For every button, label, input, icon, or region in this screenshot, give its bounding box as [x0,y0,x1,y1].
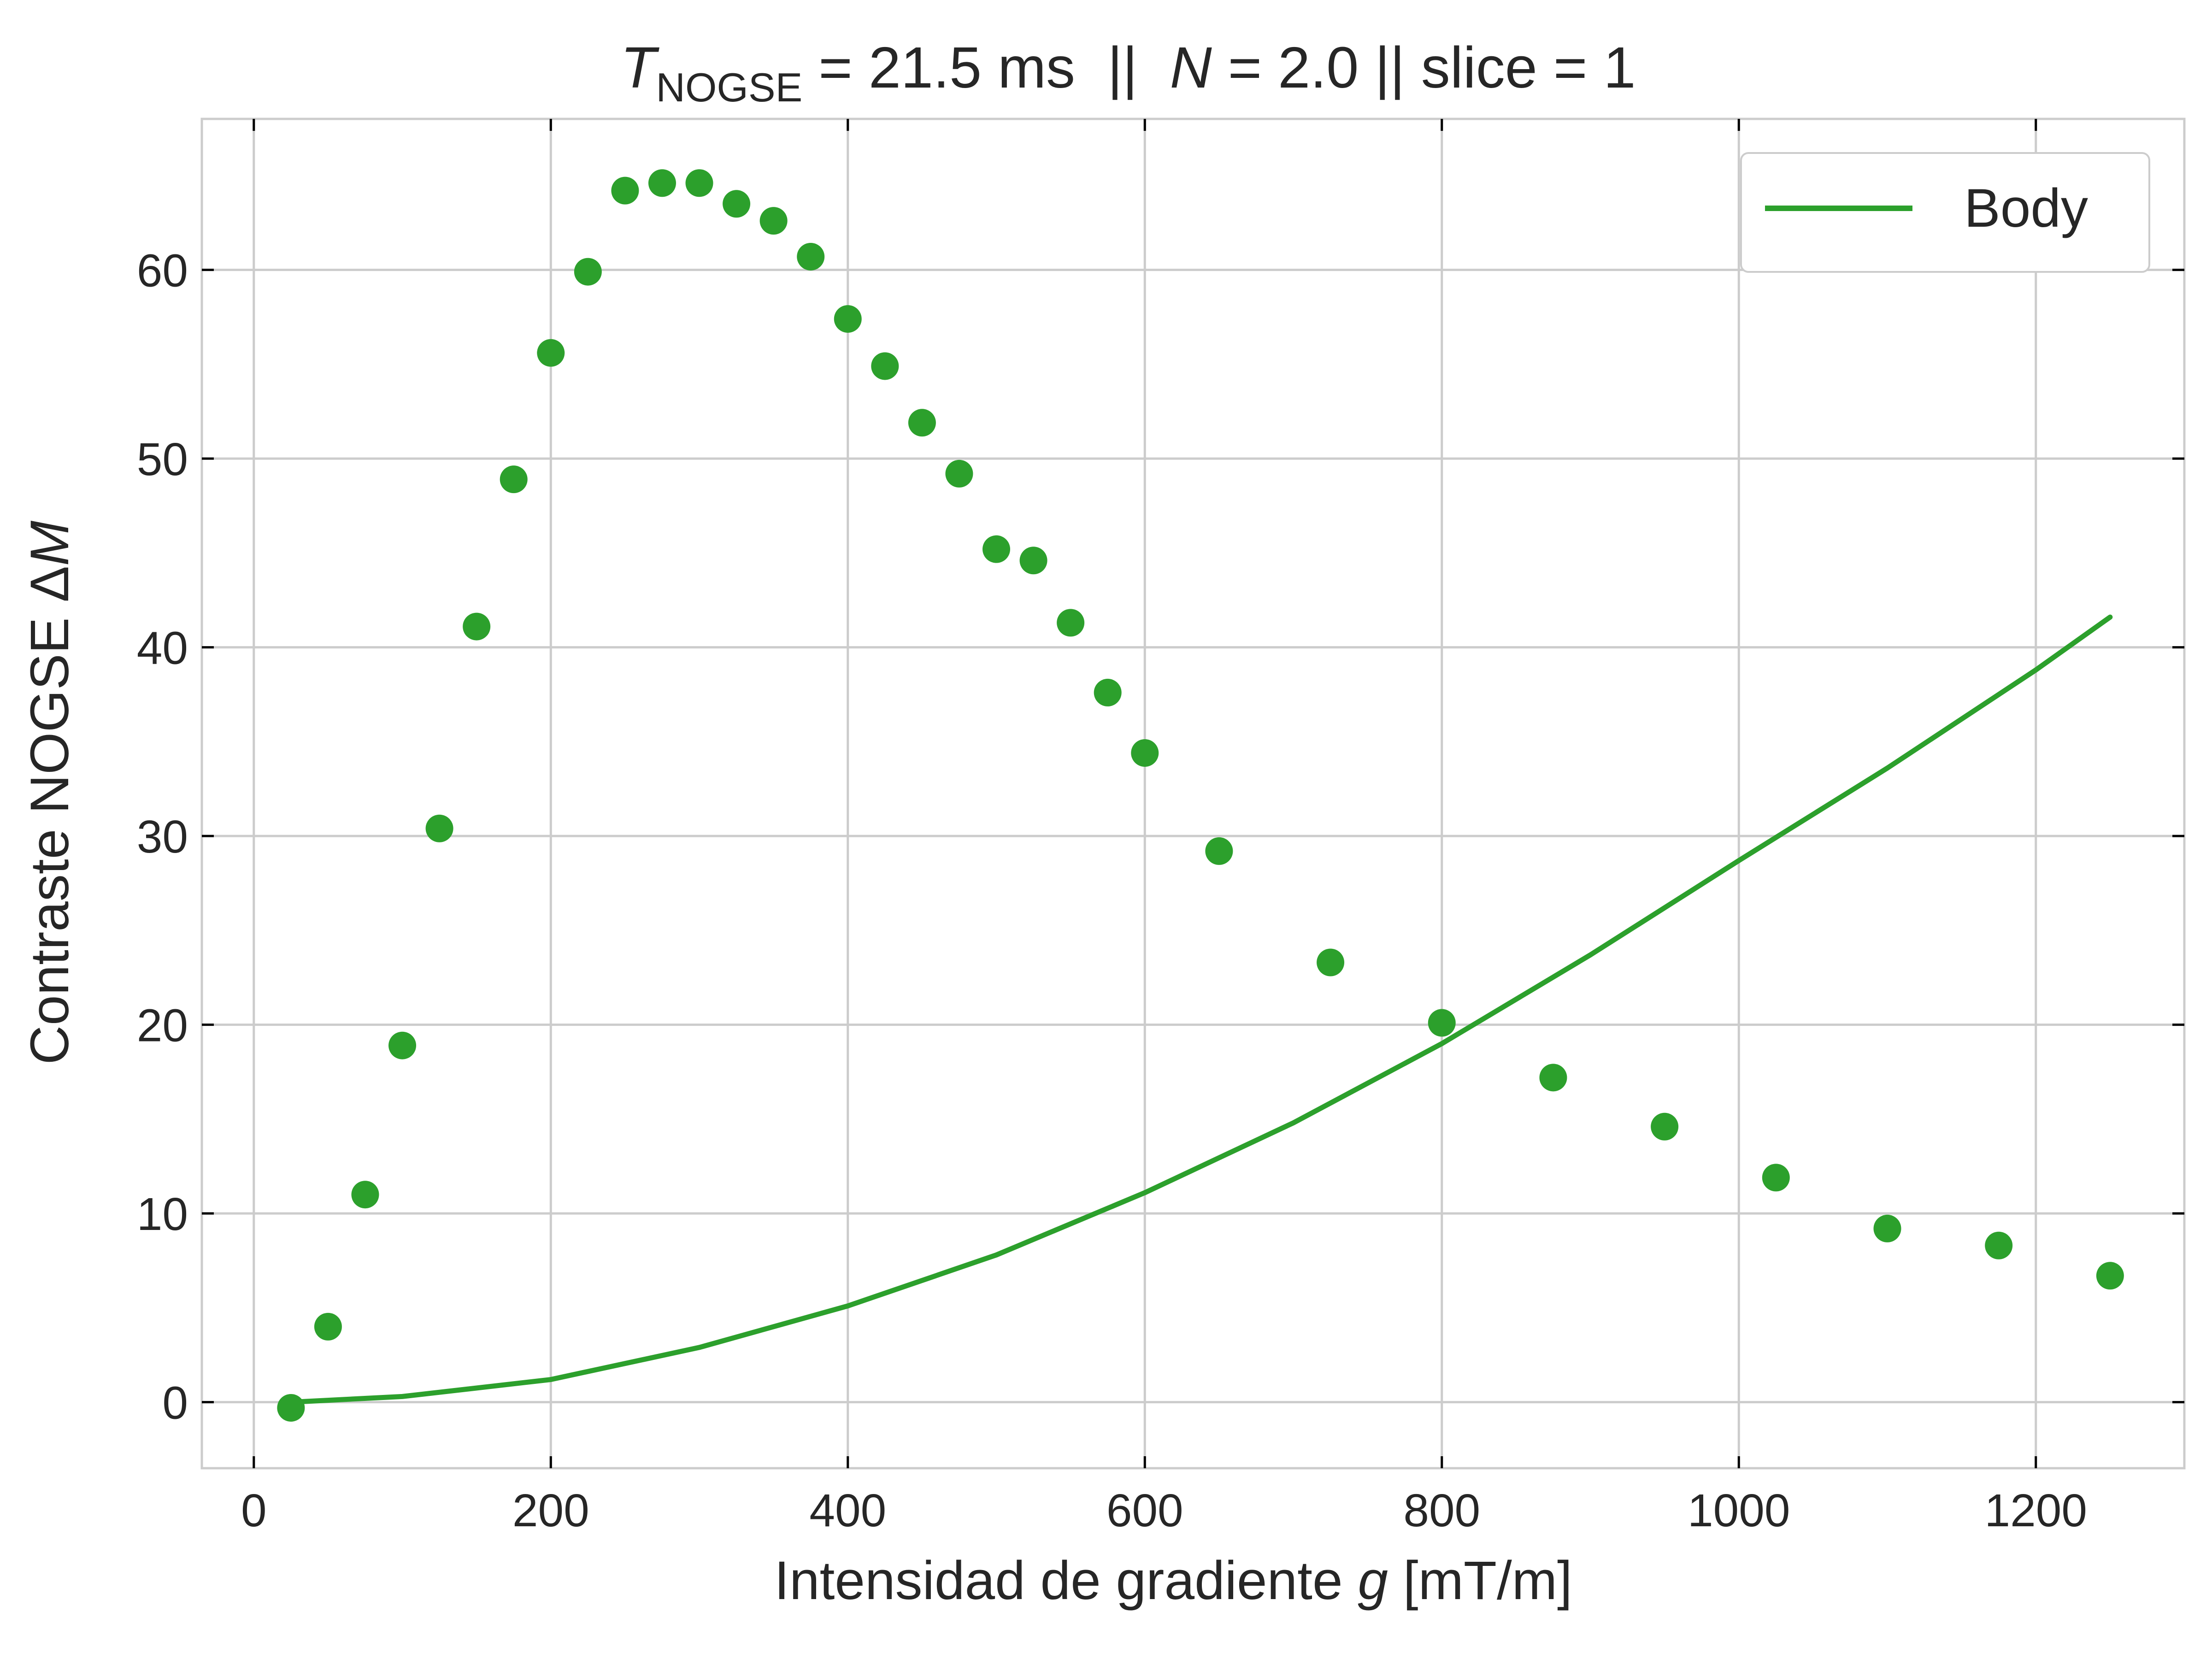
data-point [537,339,565,367]
axis-ticks [202,119,2184,1468]
x-tick-label: 1000 [1688,1485,1790,1536]
x-tick-label: 600 [1106,1485,1183,1536]
data-point [574,258,602,286]
ylabel-prefix: Contraste NOGSE Δ [19,566,80,1065]
legend-box [1740,152,2150,273]
title-t-symbol: T [620,35,659,100]
data-point [425,814,453,842]
data-point [1985,1231,2013,1259]
data-point [500,465,528,494]
data-point [1057,609,1085,637]
data-point [685,169,713,197]
data-point [314,1312,342,1341]
data-point [1094,678,1122,706]
data-point [982,535,1011,563]
data-point [871,352,899,380]
y-tick-label: 10 [137,1188,188,1240]
xlabel-prefix: Intensidad de gradiente [774,1550,1358,1611]
data-point [1019,547,1047,575]
data-point [388,1031,417,1059]
legend: Body [1740,152,2150,273]
xlabel-suffix: [mT/m] [1388,1550,1572,1611]
title-t-subscript: NOGSE [656,65,802,110]
series-layer [277,169,2124,1422]
title-part2: = 2.0 || slice = 1 [1212,35,1636,100]
y-tick-labels: 0 10 20 30 40 50 60 [137,245,188,1429]
data-point [1873,1214,1901,1242]
data-point [945,459,973,488]
x-tick-label: 0 [241,1485,267,1536]
data-point [1205,837,1233,865]
y-tick-label: 40 [137,623,188,674]
x-tick-label: 400 [809,1485,886,1536]
data-point [463,612,491,641]
data-point [611,176,639,205]
data-point [648,169,676,197]
x-tick-label: 200 [512,1485,589,1536]
x-axis-title: Intensidad de gradiente g [mT/m] [774,1550,1572,1611]
y-tick-label: 50 [137,434,188,485]
plot-frame [200,118,2186,1470]
data-point [1428,1009,1456,1037]
x-tick-label: 1200 [1985,1485,2087,1536]
data-point [2096,1262,2124,1290]
data-point [1131,739,1159,767]
data-point [908,409,936,437]
data-point [797,242,825,271]
chart-title: TNOGSE = 21.5 ms || N = 2.0 || slice = 1 [620,35,1635,110]
data-point [834,305,862,333]
data-point [1317,948,1345,977]
title-part1: = 21.5 ms || [802,35,1170,100]
x-tick-label: 800 [1403,1485,1480,1536]
y-tick-label: 0 [162,1377,188,1429]
xlabel-symbol: g [1358,1550,1388,1611]
legend-label-body: Body [1964,178,2088,239]
body-curve [288,614,2113,1405]
data-point [1539,1064,1567,1092]
y-tick-label: 20 [137,1000,188,1052]
y-tick-label: 30 [137,811,188,863]
title-n-symbol: N [1170,35,1212,100]
grid [202,119,2184,1468]
ylabel-symbol: M [19,520,80,566]
data-point [759,207,788,235]
data-point [277,1394,305,1422]
x-tick-labels: 0 200 400 600 800 1000 1200 [241,1485,2087,1536]
data-point [1651,1112,1679,1141]
y-axis-title: Contraste NOGSE ΔM [19,520,80,1065]
data-point [723,190,751,218]
data-point [351,1181,379,1209]
y-tick-label: 60 [137,245,188,297]
data-point [1762,1164,1790,1192]
